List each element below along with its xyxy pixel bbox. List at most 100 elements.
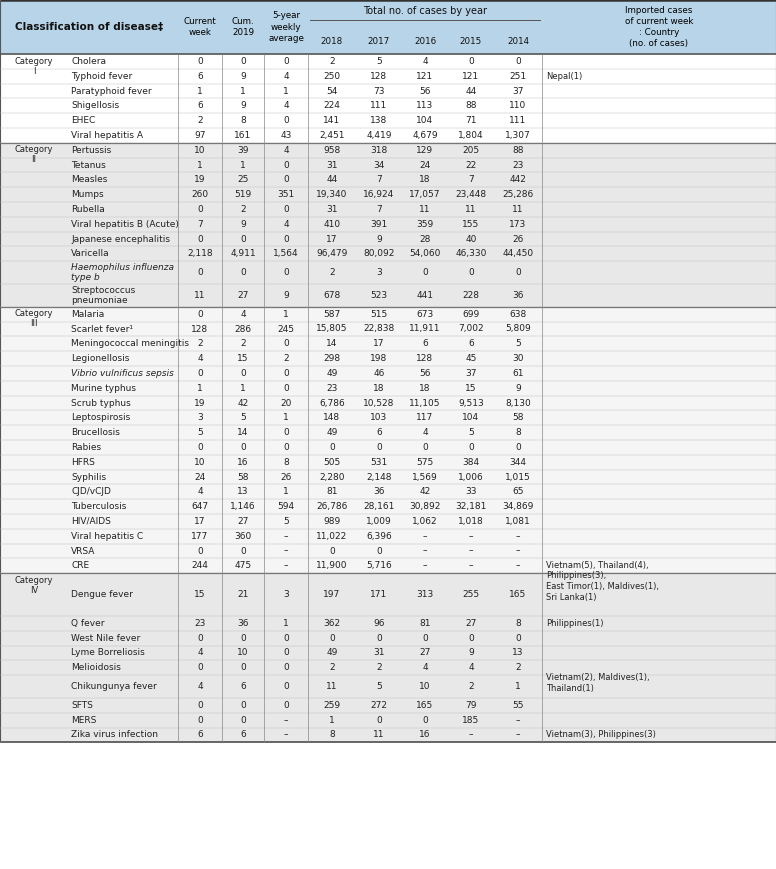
Text: 1,009: 1,009 — [366, 517, 392, 526]
Text: Vietnam(2), Maldives(1),
Thailand(1): Vietnam(2), Maldives(1), Thailand(1) — [546, 673, 650, 693]
Text: 104: 104 — [417, 116, 434, 125]
Text: 523: 523 — [370, 291, 387, 300]
Text: 5: 5 — [283, 517, 289, 526]
Text: CJD/vCJD: CJD/vCJD — [71, 488, 111, 496]
Text: 44: 44 — [327, 176, 338, 184]
Text: 128: 128 — [417, 354, 434, 363]
Text: 56: 56 — [419, 369, 431, 378]
Text: 2: 2 — [197, 116, 203, 125]
Text: Total no. of cases by year: Total no. of cases by year — [363, 6, 487, 16]
Text: 1: 1 — [240, 161, 246, 169]
Text: 9,513: 9,513 — [458, 399, 484, 408]
Text: Scrub typhus: Scrub typhus — [71, 399, 130, 408]
Text: 0: 0 — [515, 634, 521, 643]
Text: 46,330: 46,330 — [456, 249, 487, 258]
Text: 49: 49 — [327, 428, 338, 437]
Text: 8: 8 — [515, 428, 521, 437]
Text: 113: 113 — [417, 102, 434, 110]
Text: –: – — [284, 716, 288, 725]
Text: 2014: 2014 — [507, 36, 529, 45]
Text: 19: 19 — [194, 176, 206, 184]
Text: 2: 2 — [197, 339, 203, 348]
Text: 177: 177 — [192, 532, 209, 541]
Text: –: – — [469, 731, 473, 740]
Text: 55: 55 — [512, 701, 524, 710]
Text: 0: 0 — [468, 634, 474, 643]
Text: 121: 121 — [462, 72, 480, 81]
Text: 18: 18 — [373, 384, 385, 393]
Text: 10: 10 — [194, 458, 206, 467]
Text: Q fever: Q fever — [71, 619, 105, 628]
Text: 0: 0 — [283, 701, 289, 710]
Text: 17: 17 — [373, 339, 385, 348]
Text: 2016: 2016 — [414, 36, 436, 45]
Text: 6: 6 — [197, 102, 203, 110]
Text: 0: 0 — [197, 369, 203, 378]
Text: 8,130: 8,130 — [505, 399, 531, 408]
Text: 7,002: 7,002 — [458, 324, 483, 334]
Text: 0: 0 — [283, 682, 289, 691]
Text: 0: 0 — [283, 176, 289, 184]
Text: 250: 250 — [324, 72, 341, 81]
Text: 17: 17 — [194, 517, 206, 526]
Text: 2: 2 — [515, 663, 521, 673]
Bar — [0, 307, 776, 574]
Text: 1,062: 1,062 — [412, 517, 438, 526]
Text: 104: 104 — [462, 414, 480, 422]
Text: 0: 0 — [422, 443, 428, 452]
Text: 587: 587 — [324, 309, 341, 319]
Text: 32,181: 32,181 — [456, 502, 487, 511]
Text: 0: 0 — [283, 663, 289, 673]
Text: 0: 0 — [422, 716, 428, 725]
Text: –: – — [516, 532, 520, 541]
Text: 1: 1 — [197, 87, 203, 96]
Text: Category: Category — [15, 575, 54, 585]
Text: 4: 4 — [422, 663, 428, 673]
Text: 0: 0 — [240, 701, 246, 710]
Text: 1,804: 1,804 — [458, 131, 483, 140]
Text: Pertussis: Pertussis — [71, 146, 111, 155]
Text: 19: 19 — [194, 399, 206, 408]
Text: 34: 34 — [373, 161, 385, 169]
Text: 0: 0 — [515, 443, 521, 452]
Text: 5: 5 — [376, 682, 382, 691]
Text: 2,148: 2,148 — [366, 473, 392, 481]
Text: 2: 2 — [241, 339, 246, 348]
Text: 129: 129 — [417, 146, 434, 155]
Text: 9: 9 — [240, 220, 246, 229]
Text: 4: 4 — [283, 220, 289, 229]
Text: 111: 111 — [509, 116, 527, 125]
Text: 11: 11 — [419, 205, 431, 214]
Text: 16: 16 — [237, 458, 249, 467]
Text: 22,838: 22,838 — [363, 324, 395, 334]
Text: 73: 73 — [373, 87, 385, 96]
Text: 5: 5 — [515, 339, 521, 348]
Text: 24: 24 — [419, 161, 431, 169]
Text: Viral hepatitis B (Acute): Viral hepatitis B (Acute) — [71, 220, 179, 229]
Text: 699: 699 — [462, 309, 480, 319]
Text: 121: 121 — [417, 72, 434, 81]
Text: 8: 8 — [240, 116, 246, 125]
Text: 0: 0 — [197, 634, 203, 643]
Text: 2: 2 — [329, 269, 334, 277]
Text: 0: 0 — [283, 339, 289, 348]
Text: –: – — [516, 547, 520, 555]
Text: 0: 0 — [283, 205, 289, 214]
Text: 344: 344 — [510, 458, 526, 467]
Text: 318: 318 — [370, 146, 388, 155]
Text: 27: 27 — [419, 648, 431, 658]
Text: 0: 0 — [376, 443, 382, 452]
Text: 0: 0 — [283, 369, 289, 378]
Text: 0: 0 — [197, 56, 203, 66]
Text: 5: 5 — [376, 56, 382, 66]
Text: 31: 31 — [326, 161, 338, 169]
Text: HIV/AIDS: HIV/AIDS — [71, 517, 111, 526]
Text: 1: 1 — [283, 488, 289, 496]
Text: 2: 2 — [376, 663, 382, 673]
Text: 0: 0 — [283, 235, 289, 243]
Text: 0: 0 — [422, 634, 428, 643]
Text: 8: 8 — [329, 731, 335, 740]
Text: 80,092: 80,092 — [363, 249, 395, 258]
Text: 259: 259 — [324, 701, 341, 710]
Text: 0: 0 — [197, 235, 203, 243]
